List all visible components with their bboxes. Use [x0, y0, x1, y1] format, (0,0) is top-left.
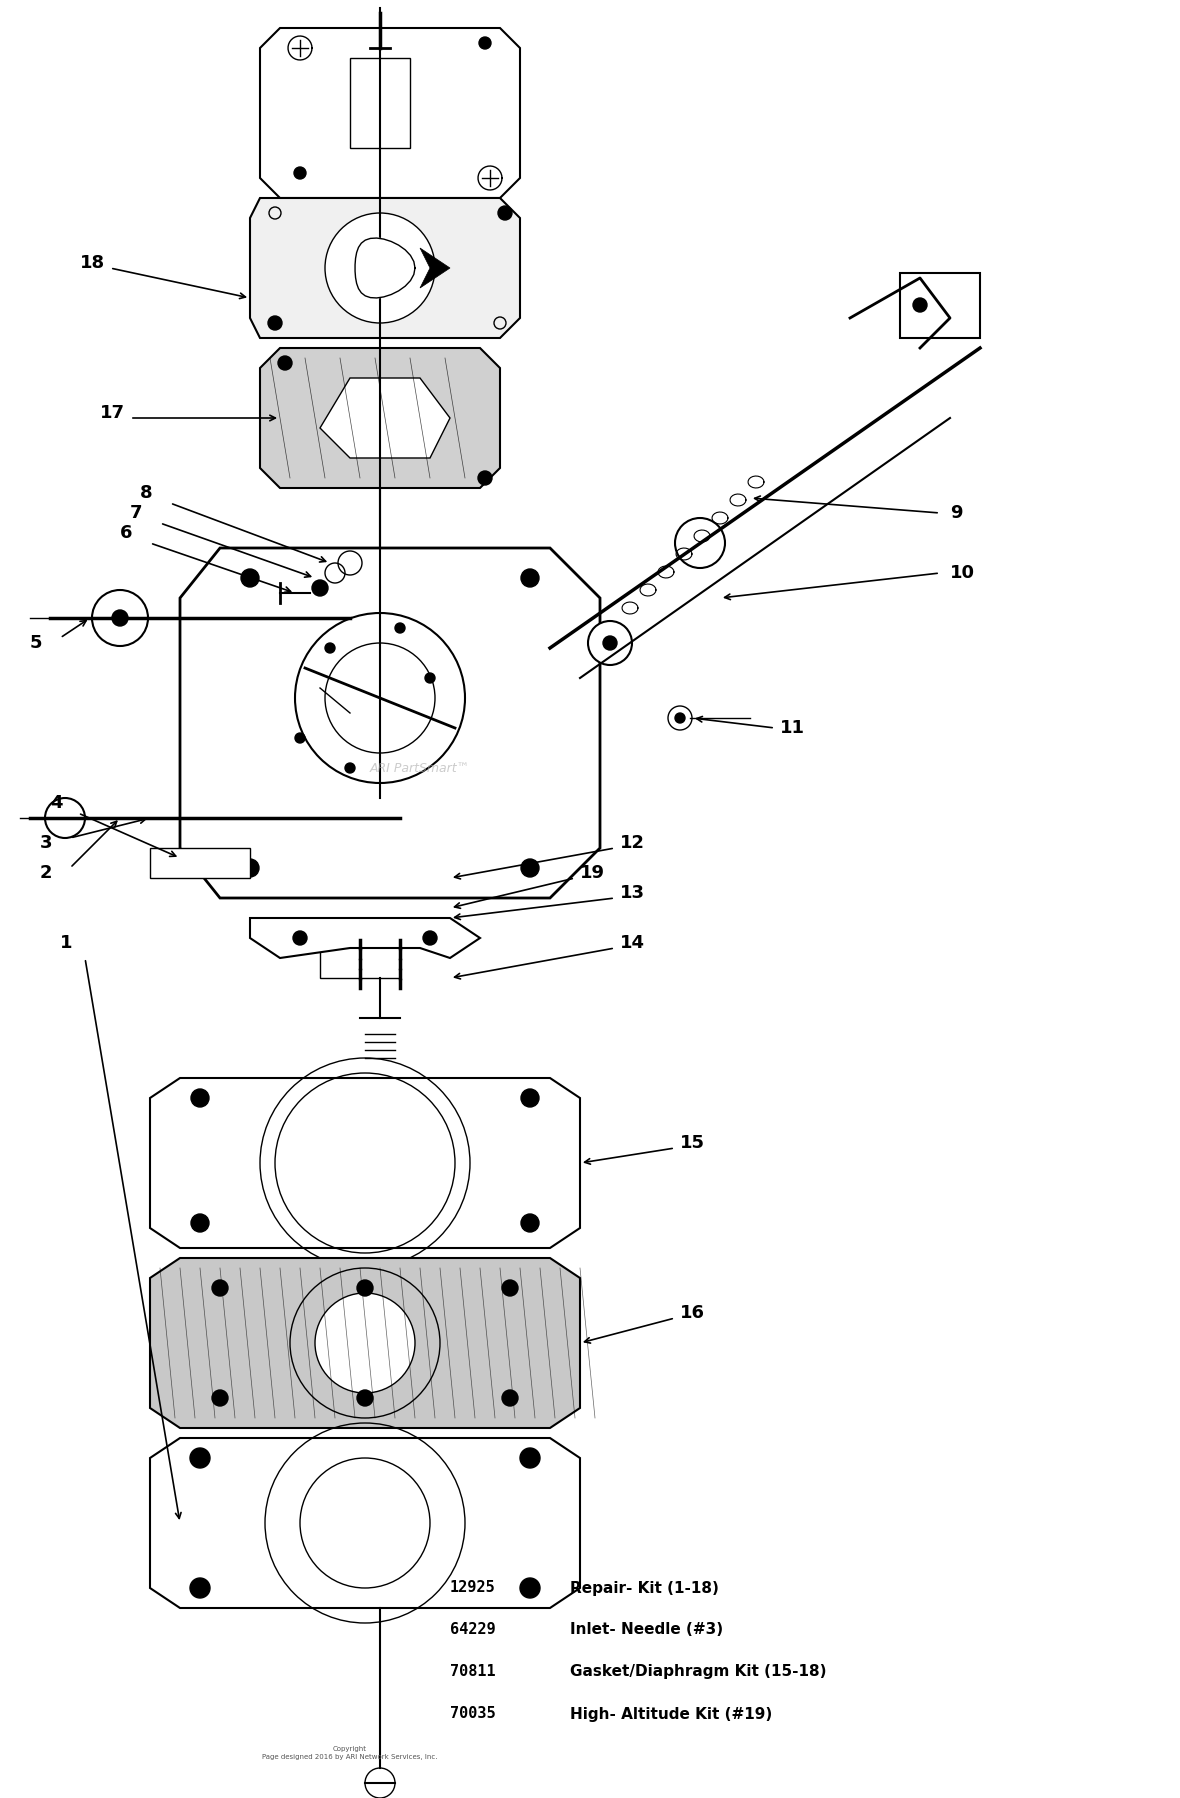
Circle shape: [324, 644, 335, 653]
Circle shape: [520, 1579, 540, 1598]
Text: 19: 19: [581, 865, 605, 883]
Circle shape: [498, 207, 512, 219]
Text: Gasket/Diaphragm Kit (15-18): Gasket/Diaphragm Kit (15-18): [570, 1665, 826, 1679]
Circle shape: [395, 622, 405, 633]
Circle shape: [324, 563, 345, 583]
Circle shape: [520, 1447, 540, 1467]
Polygon shape: [260, 349, 500, 487]
Circle shape: [278, 356, 291, 370]
Text: 6: 6: [120, 523, 132, 541]
Circle shape: [45, 798, 85, 838]
Circle shape: [502, 1390, 518, 1406]
Text: 10: 10: [950, 565, 975, 583]
Text: Repair- Kit (1-18): Repair- Kit (1-18): [570, 1580, 719, 1595]
Circle shape: [324, 212, 435, 324]
Text: High- Altitude Kit (#19): High- Altitude Kit (#19): [570, 1706, 772, 1721]
Text: 11: 11: [780, 719, 805, 737]
Circle shape: [522, 1214, 539, 1232]
Circle shape: [365, 1767, 395, 1798]
Polygon shape: [250, 919, 480, 958]
Text: 12: 12: [620, 834, 645, 852]
Text: 14: 14: [620, 933, 645, 951]
Circle shape: [112, 610, 127, 626]
Circle shape: [522, 859, 539, 877]
Bar: [900, 273, 981, 338]
Circle shape: [294, 167, 306, 180]
Polygon shape: [260, 29, 520, 198]
Text: Copyright
Page designed 2016 by ARI Network Services, Inc.: Copyright Page designed 2016 by ARI Netw…: [262, 1746, 438, 1760]
Text: 12925: 12925: [450, 1580, 496, 1595]
Circle shape: [190, 1447, 210, 1467]
Text: ARI PartSmart™: ARI PartSmart™: [371, 762, 470, 775]
Circle shape: [92, 590, 148, 645]
Circle shape: [425, 672, 435, 683]
Circle shape: [295, 734, 304, 743]
Text: 9: 9: [950, 503, 963, 521]
Circle shape: [522, 1090, 539, 1108]
Circle shape: [191, 1214, 209, 1232]
Circle shape: [241, 568, 258, 586]
Circle shape: [190, 1579, 210, 1598]
Text: 17: 17: [100, 405, 125, 423]
Text: 18: 18: [80, 254, 105, 271]
Circle shape: [522, 568, 539, 586]
Circle shape: [358, 1390, 373, 1406]
Text: 8: 8: [140, 484, 152, 502]
Text: 2: 2: [40, 865, 52, 883]
Circle shape: [212, 1390, 228, 1406]
Circle shape: [212, 1280, 228, 1296]
Bar: [320, 919, 400, 978]
Text: 4: 4: [50, 795, 63, 813]
Text: 70811: 70811: [450, 1665, 496, 1679]
Polygon shape: [150, 849, 250, 877]
Polygon shape: [181, 548, 599, 897]
Circle shape: [913, 298, 927, 313]
Polygon shape: [150, 1438, 581, 1607]
Polygon shape: [320, 378, 450, 458]
Text: 3: 3: [40, 834, 52, 852]
Text: Inlet- Needle (#3): Inlet- Needle (#3): [570, 1622, 723, 1638]
Circle shape: [422, 931, 437, 946]
Text: 70035: 70035: [450, 1706, 496, 1721]
Circle shape: [312, 581, 328, 595]
Polygon shape: [420, 248, 450, 288]
Polygon shape: [250, 198, 520, 338]
Circle shape: [675, 518, 725, 568]
Circle shape: [675, 714, 686, 723]
Circle shape: [315, 1293, 415, 1393]
Circle shape: [345, 762, 355, 773]
Circle shape: [191, 1090, 209, 1108]
Text: 13: 13: [620, 885, 645, 903]
Polygon shape: [355, 237, 415, 298]
Circle shape: [479, 38, 491, 49]
Text: 5: 5: [30, 635, 42, 653]
Circle shape: [603, 636, 617, 651]
Text: 1: 1: [60, 933, 72, 951]
Text: 7: 7: [130, 503, 143, 521]
Circle shape: [502, 1280, 518, 1296]
Circle shape: [295, 613, 465, 782]
Text: 64229: 64229: [450, 1622, 496, 1638]
Circle shape: [588, 620, 632, 665]
Polygon shape: [150, 1259, 581, 1428]
Circle shape: [358, 1280, 373, 1296]
Circle shape: [478, 471, 492, 485]
Bar: [350, 58, 409, 147]
Polygon shape: [150, 1079, 581, 1248]
Text: 15: 15: [680, 1135, 704, 1153]
Circle shape: [293, 931, 307, 946]
Circle shape: [268, 316, 282, 331]
Text: 16: 16: [680, 1304, 704, 1322]
Circle shape: [241, 859, 258, 877]
